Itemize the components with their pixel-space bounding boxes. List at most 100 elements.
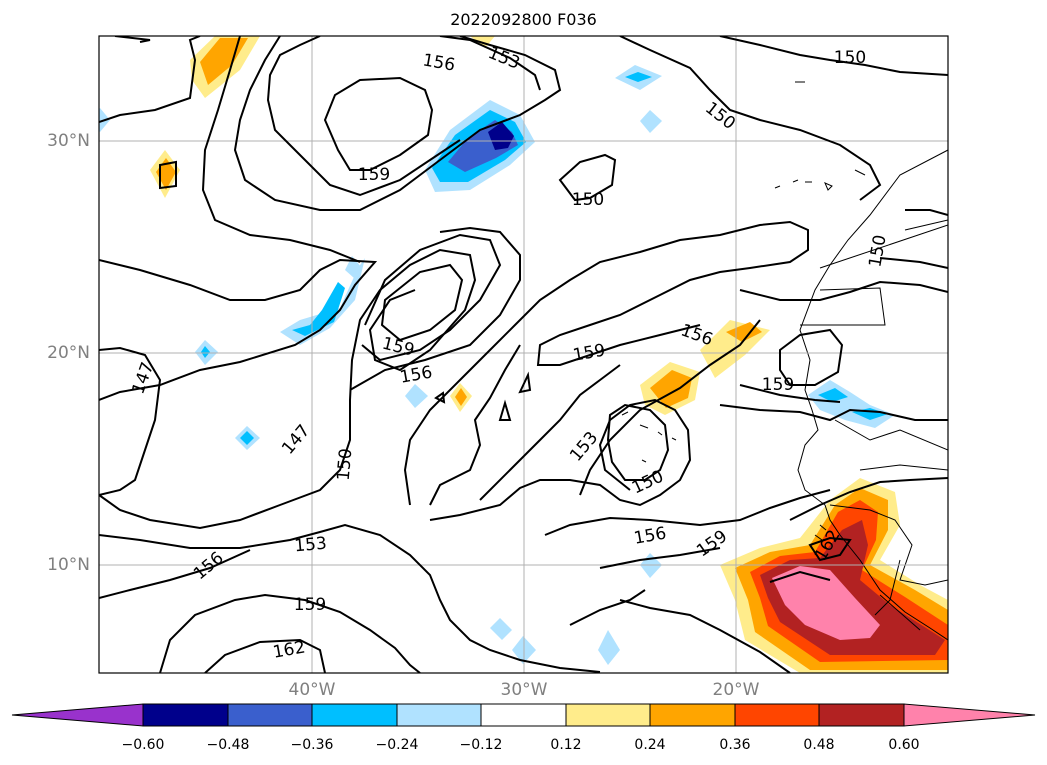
contour-label: 159 bbox=[294, 595, 326, 615]
contour-line bbox=[323, 76, 434, 171]
contour-line bbox=[719, 36, 948, 76]
colorbar-bin bbox=[565, 703, 651, 727]
contour-line bbox=[99, 248, 477, 530]
contour-line bbox=[579, 319, 761, 496]
colorbar-bin bbox=[480, 703, 567, 727]
africa-border bbox=[874, 559, 901, 616]
negative-anomaly-field bbox=[292, 282, 345, 336]
negative-anomaly-field bbox=[488, 122, 514, 150]
contour-line bbox=[879, 257, 948, 269]
contour-line bbox=[439, 36, 541, 91]
cape-verde-islands bbox=[621, 411, 677, 463]
contour-line bbox=[429, 398, 692, 521]
negative-anomaly-field bbox=[201, 346, 210, 358]
contour-line bbox=[779, 328, 844, 386]
contour-line bbox=[434, 391, 446, 404]
negative-anomaly-field bbox=[490, 618, 512, 640]
negative-anomaly-field bbox=[405, 384, 428, 408]
colorbar-tick-label: −0.24 bbox=[375, 737, 419, 753]
negative-anomaly-field bbox=[280, 258, 365, 345]
africa-border bbox=[829, 504, 948, 586]
contour-line bbox=[233, 36, 562, 211]
bijagos-islands bbox=[814, 524, 827, 541]
contour-line bbox=[569, 589, 646, 626]
shaded-anomaly-fields bbox=[99, 36, 948, 673]
negative-anomaly-field bbox=[625, 72, 652, 82]
colorbar-tick-label: 0.48 bbox=[803, 737, 835, 753]
map-title: 2022092800 F036 bbox=[450, 10, 597, 29]
contour-line bbox=[739, 384, 841, 403]
longitude-label-30w: 30°W bbox=[500, 680, 548, 700]
africa-coastline bbox=[797, 149, 948, 641]
colorbar-bin bbox=[818, 703, 905, 727]
contour-line bbox=[479, 364, 621, 501]
africa-border bbox=[859, 464, 948, 471]
contour-line bbox=[204, 638, 326, 673]
colorbar-tick-label: −0.60 bbox=[121, 737, 165, 753]
contour-line bbox=[769, 570, 831, 583]
africa-border bbox=[800, 287, 886, 326]
contour-line bbox=[544, 489, 831, 536]
contour-line bbox=[99, 346, 162, 496]
colorbar-tick-label: −0.36 bbox=[290, 737, 334, 753]
contour-line bbox=[361, 233, 502, 362]
latitude-label-30n: 30°N bbox=[47, 131, 90, 151]
colorbar-extend-low bbox=[11, 703, 144, 727]
colorbar bbox=[11, 703, 1036, 727]
negative-anomaly-field bbox=[240, 431, 254, 445]
colorbar-bin bbox=[227, 703, 313, 727]
africa-border bbox=[819, 224, 948, 269]
longitude-label-20w: 20°W bbox=[712, 680, 760, 700]
contour-line bbox=[498, 399, 512, 421]
positive-anomaly-field bbox=[772, 566, 880, 640]
contour-label: 150 bbox=[334, 448, 357, 482]
graticule bbox=[99, 36, 948, 673]
africa-border bbox=[904, 219, 948, 231]
negative-anomaly-field bbox=[818, 388, 848, 402]
height-contours bbox=[99, 36, 948, 673]
contour-label: 153 bbox=[294, 534, 328, 557]
colorbar-extend-high bbox=[903, 703, 1036, 727]
africa-border bbox=[834, 419, 948, 451]
colorbar-tick-label: 0.36 bbox=[719, 737, 751, 753]
contour-line bbox=[905, 209, 948, 216]
contour-line bbox=[619, 36, 882, 201]
colorbar-tick-label: −0.48 bbox=[206, 737, 250, 753]
contour-line bbox=[99, 549, 251, 599]
contour-line bbox=[599, 547, 721, 569]
contour-label: 159 bbox=[762, 375, 794, 395]
colorbar-tick-label: −0.12 bbox=[459, 737, 503, 753]
contour-line bbox=[201, 36, 361, 263]
map-plot-area: 156 153 150 150 159 150 150 147 159 156 … bbox=[99, 36, 948, 673]
contour-line bbox=[159, 593, 421, 673]
colorbar-bin bbox=[649, 703, 736, 727]
contour-line bbox=[518, 371, 532, 394]
contour-line bbox=[719, 404, 948, 422]
map-frame bbox=[98, 35, 949, 674]
canary-islands bbox=[774, 169, 866, 191]
contour-line bbox=[403, 220, 809, 506]
africa-border bbox=[879, 594, 921, 631]
contour-line bbox=[266, 36, 461, 197]
colorbar-bin bbox=[734, 703, 820, 727]
latitude-label-20n: 20°N bbox=[47, 343, 90, 363]
contour-line bbox=[99, 258, 378, 401]
contour-line bbox=[159, 160, 177, 190]
contour-line bbox=[99, 523, 601, 673]
coastlines bbox=[621, 81, 948, 641]
contour-line bbox=[429, 344, 521, 506]
contour-line bbox=[789, 477, 948, 521]
colorbar-bin bbox=[311, 703, 398, 727]
contour-label: 150 bbox=[834, 48, 866, 68]
contour-label: 150 bbox=[572, 190, 604, 210]
contour-label: 159 bbox=[358, 165, 390, 185]
colorbar-tick-label: 0.24 bbox=[634, 737, 666, 753]
positive-anomaly-field bbox=[726, 322, 762, 342]
colorbar-bin bbox=[396, 703, 482, 727]
negative-anomaly-field bbox=[598, 630, 620, 665]
colorbar-tick-label: 0.12 bbox=[550, 737, 582, 753]
contour-line bbox=[739, 280, 948, 301]
contour-line bbox=[99, 36, 201, 123]
contour-line bbox=[558, 153, 617, 202]
